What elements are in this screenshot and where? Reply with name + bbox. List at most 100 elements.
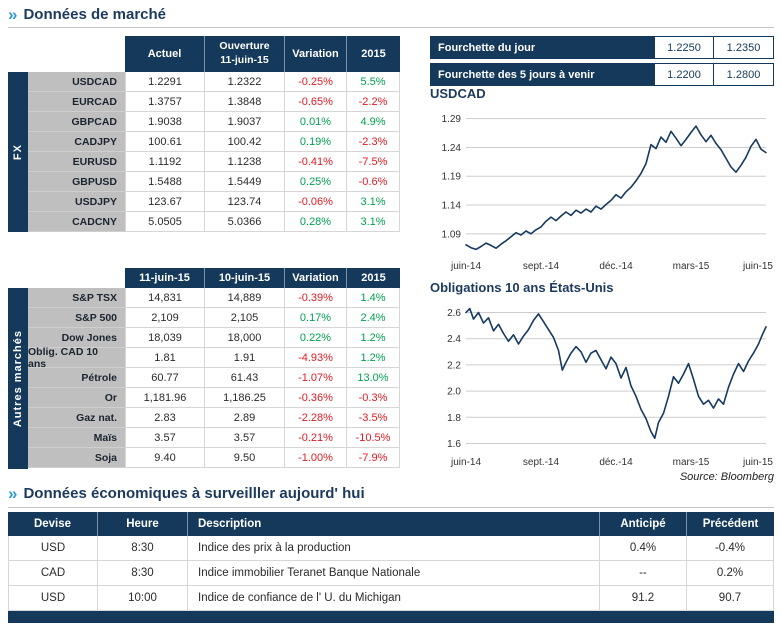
svg-text:déc.-14: déc.-14 [599, 261, 633, 272]
market-day1-value: 1.81 [125, 348, 205, 368]
econ-table: Devise Heure Description Anticipé Précéd… [8, 512, 774, 623]
econ-precedent-value: -0.4% [687, 536, 774, 561]
market-label: Gaz nat. [28, 408, 125, 428]
range-5days-low: 1.2200 [654, 63, 714, 86]
market-variation-value: -0.36% [285, 388, 347, 408]
econ-precedent-value: 90.7 [687, 586, 774, 611]
fx-actuel-value: 123.67 [125, 192, 205, 212]
fx-header-spacer [28, 36, 125, 72]
market-ytd-value: 2.4% [347, 308, 400, 328]
fx-table-header: Actuel Ouverture 11-juin-15 Variation 20… [28, 36, 400, 72]
fx-ouverture-value: 100.42 [205, 132, 285, 152]
usdcad-line-chart: 1.29 1.24 1.19 1.14 1.09 juin-14 sept.-14 déc.-… [442, 114, 774, 272]
fx-ytd-value: 4.9% [347, 112, 400, 132]
markets-table-row: Dow Jones 18,039 18,000 0.22% 1.2% [28, 328, 400, 348]
fx-actuel-value: 1.2291 [125, 72, 205, 92]
markets-group-strip: Autres marchés [8, 288, 28, 469]
markets-table-row: Gaz nat. 2.83 2.89 -2.28% -3.5% [28, 408, 400, 428]
market-ytd-value: -10.5% [347, 428, 400, 448]
fx-table: Actuel Ouverture 11-juin-15 Variation 20… [28, 36, 400, 232]
svg-text:déc.-14: déc.-14 [599, 457, 633, 468]
fx-table-row: CADCNY 5.0505 5.0366 0.28% 3.1% [28, 212, 400, 232]
svg-text:1.29: 1.29 [442, 114, 462, 125]
econ-header-precedent: Précédent [687, 512, 774, 536]
markets-table-body: S&P TSX 14,831 14,889 -0.39% 1.4% S&P 50… [28, 288, 400, 468]
fx-ouverture-value: 1.3848 [205, 92, 285, 112]
markets-group-label: Autres marchés [12, 329, 24, 428]
fx-header-ouverture-line1: Ouverture [219, 40, 270, 53]
market-day2-value: 2.89 [205, 408, 285, 428]
svg-text:mars-15: mars-15 [673, 457, 710, 468]
svg-text:1.14: 1.14 [442, 201, 462, 212]
market-day1-value: 2,109 [125, 308, 205, 328]
svg-text:2.6: 2.6 [447, 308, 461, 319]
fx-ytd-value: 5.5% [347, 72, 400, 92]
econ-description-value: Indice des prix à la production [188, 536, 600, 561]
fx-group-label: FX [12, 143, 24, 161]
fx-ytd-value: -7.5% [347, 152, 400, 172]
market-variation-value: -1.07% [285, 368, 347, 388]
market-day2-value: 14,889 [205, 288, 285, 308]
market-label: Pétrole [28, 368, 125, 388]
market-variation-value: 0.22% [285, 328, 347, 348]
fx-table-row: GBPCAD 1.9038 1.9037 0.01% 4.9% [28, 112, 400, 132]
fx-table-row: CADJPY 100.61 100.42 0.19% -2.3% [28, 132, 400, 152]
fx-variation-value: 0.25% [285, 172, 347, 192]
market-variation-value: -2.28% [285, 408, 347, 428]
econ-heure-value: 8:30 [98, 561, 188, 586]
svg-text:juin-14: juin-14 [450, 457, 481, 468]
fx-table-body: USDCAD 1.2291 1.2322 -0.25% 5.5% EURCAD … [28, 72, 400, 232]
fx-actuel-value: 1.5488 [125, 172, 205, 192]
fx-table-row: EURUSD 1.1192 1.1238 -0.41% -7.5% [28, 152, 400, 172]
market-ytd-value: 13.0% [347, 368, 400, 388]
svg-text:1.6: 1.6 [447, 439, 461, 450]
svg-text:1.09: 1.09 [442, 229, 462, 240]
fx-header-actuel: Actuel [125, 36, 205, 72]
fx-actuel-value: 1.1192 [125, 152, 205, 172]
range-day-high: 1.2350 [714, 36, 774, 59]
market-label: S&P 500 [28, 308, 125, 328]
econ-header-devise: Devise [8, 512, 98, 536]
range-5days-high: 1.2800 [714, 63, 774, 86]
econ-table-header: Devise Heure Description Anticipé Précéd… [8, 512, 774, 536]
market-label: Dow Jones [28, 328, 125, 348]
fx-pair-label: EURUSD [28, 152, 125, 172]
markets-table-row: Pétrole 60.77 61.43 -1.07% 13.0% [28, 368, 400, 388]
econ-devise-value: USD [8, 536, 98, 561]
fx-ouverture-value: 1.1238 [205, 152, 285, 172]
fx-variation-value: 0.28% [285, 212, 347, 232]
fx-ytd-value: -0.6% [347, 172, 400, 192]
fx-table-row: USDJPY 123.67 123.74 -0.06% 3.1% [28, 192, 400, 212]
market-day2-value: 2,105 [205, 308, 285, 328]
svg-text:1.24: 1.24 [442, 143, 462, 154]
fx-header-ouverture: Ouverture 11-juin-15 [205, 36, 285, 72]
fx-variation-value: 0.01% [285, 112, 347, 132]
range-day-row: Fourchette du jour 1.2250 1.2350 [430, 36, 774, 59]
markets-header-col1: 11-juin-15 [125, 268, 205, 288]
svg-text:sept.-14: sept.-14 [523, 261, 560, 272]
fx-pair-label: CADJPY [28, 132, 125, 152]
markets-table-row: Soja 9.40 9.50 -1.00% -7.9% [28, 448, 400, 468]
fx-variation-value: 0.19% [285, 132, 347, 152]
fx-pair-label: USDCAD [28, 72, 125, 92]
market-day1-value: 14,831 [125, 288, 205, 308]
fx-ouverture-value: 1.9037 [205, 112, 285, 132]
fx-ouverture-value: 123.74 [205, 192, 285, 212]
fx-header-ouverture-line2: 11-juin-15 [220, 54, 269, 66]
fx-pair-label: EURCAD [28, 92, 125, 112]
fx-actuel-value: 1.9038 [125, 112, 205, 132]
svg-text:2.4: 2.4 [447, 334, 461, 345]
markets-table-row: S&P TSX 14,831 14,889 -0.39% 1.4% [28, 288, 400, 308]
svg-text:juin-15: juin-15 [742, 261, 773, 272]
econ-precedent-value: 0.2% [687, 561, 774, 586]
market-day1-value: 60.77 [125, 368, 205, 388]
markets-header-col2: 10-juin-15 [205, 268, 285, 288]
section-market-title: » Données de marché [8, 6, 166, 23]
market-variation-value: 0.17% [285, 308, 347, 328]
bonds-chart-title: Obligations 10 ans États-Unis [430, 280, 614, 295]
econ-table-row: USD 8:30 Indice des prix à la production… [8, 536, 774, 561]
fx-ouverture-value: 1.5449 [205, 172, 285, 192]
section-divider [8, 27, 774, 28]
market-day1-value: 1,181.96 [125, 388, 205, 408]
econ-table-body: USD 8:30 Indice des prix à la production… [8, 536, 774, 611]
